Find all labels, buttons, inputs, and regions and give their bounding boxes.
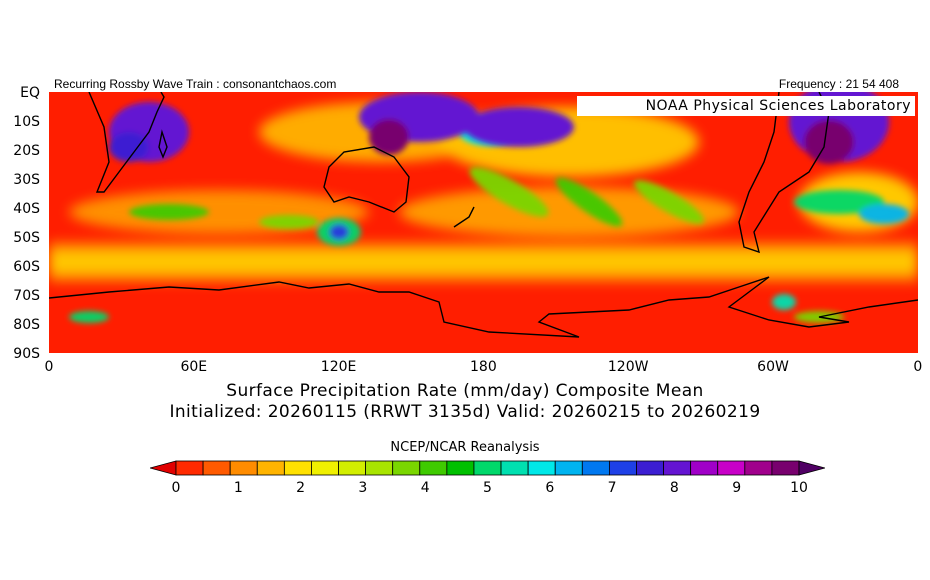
colorbar-label: 7 (607, 480, 617, 496)
colorbar-swatch (338, 460, 367, 476)
lon-label: 60W (757, 359, 789, 375)
colorbar-swatch (744, 460, 773, 476)
header-frequency: Frequency : 21 54 408 (778, 77, 899, 91)
lon-label: 120E (320, 359, 357, 375)
chart-title: Surface Precipitation Rate (mm/day) Comp… (226, 381, 704, 401)
noaa-lab-label: NOAA Physical Sciences Laboratory (577, 96, 915, 116)
colorbar-label: 1 (233, 480, 243, 496)
colorbar-swatch (283, 460, 312, 476)
lon-label: 120W (607, 359, 649, 375)
lat-label: 90S (13, 346, 40, 362)
colorbar-swatch (256, 460, 285, 476)
lat-label: 50S (13, 230, 40, 246)
lat-label: 10S (13, 114, 40, 130)
lon-label: 0 (913, 359, 923, 375)
precipitation-map (49, 92, 918, 353)
colorbar-swatch (798, 460, 825, 476)
colorbar-swatch (690, 460, 719, 476)
colorbar-swatch (608, 460, 637, 476)
lat-label: EQ (20, 85, 40, 101)
colorbar-label: 3 (358, 480, 368, 496)
colorbar-swatch (636, 460, 664, 476)
colorbar-swatch (175, 460, 204, 476)
colorbar-swatch (392, 460, 421, 476)
chart-subtitle: Initialized: 20260115 (RRWT 3135d) Valid… (169, 402, 761, 422)
colorbar-swatch (554, 460, 583, 476)
lon-label: 60E (180, 359, 208, 375)
lat-label: 60S (13, 259, 40, 275)
colorbar-swatch (500, 460, 529, 476)
colorbar-label: 5 (483, 480, 492, 496)
colorbar-label: 9 (732, 480, 742, 496)
lat-label: 80S (13, 317, 40, 333)
colorbar-label: 0 (171, 480, 181, 496)
colorbar-swatch (473, 460, 502, 476)
colorbar-swatch (527, 460, 556, 476)
colorbar (150, 460, 825, 476)
lat-label: 30S (13, 172, 40, 188)
source-label: NCEP/NCAR Reanalysis (390, 440, 540, 455)
lon-label: 0 (44, 359, 54, 375)
colorbar-swatch (419, 460, 448, 476)
header-credit: Recurring Rossby Wave Train : consonantc… (54, 77, 337, 91)
colorbar-swatch (771, 460, 800, 476)
colorbar-label: 2 (296, 480, 306, 496)
colorbar-label: 8 (669, 480, 679, 496)
colorbar-swatch (446, 460, 475, 476)
lat-label: 20S (13, 143, 40, 159)
colorbar-swatch (717, 460, 746, 476)
colorbar-swatch (663, 460, 692, 476)
colorbar-label: 10 (790, 480, 808, 496)
colorbar-swatch (311, 460, 339, 476)
colorbar-swatch (202, 460, 231, 476)
lat-label: 70S (13, 288, 40, 304)
lat-label: 40S (13, 201, 40, 217)
colorbar-label: 4 (420, 480, 430, 496)
lon-label: 180 (470, 359, 497, 375)
colorbar-swatch (150, 460, 177, 476)
colorbar-swatch (365, 460, 394, 476)
colorbar-swatch (229, 460, 258, 476)
colorbar-swatch (581, 460, 610, 476)
colorbar-label: 6 (545, 480, 555, 496)
